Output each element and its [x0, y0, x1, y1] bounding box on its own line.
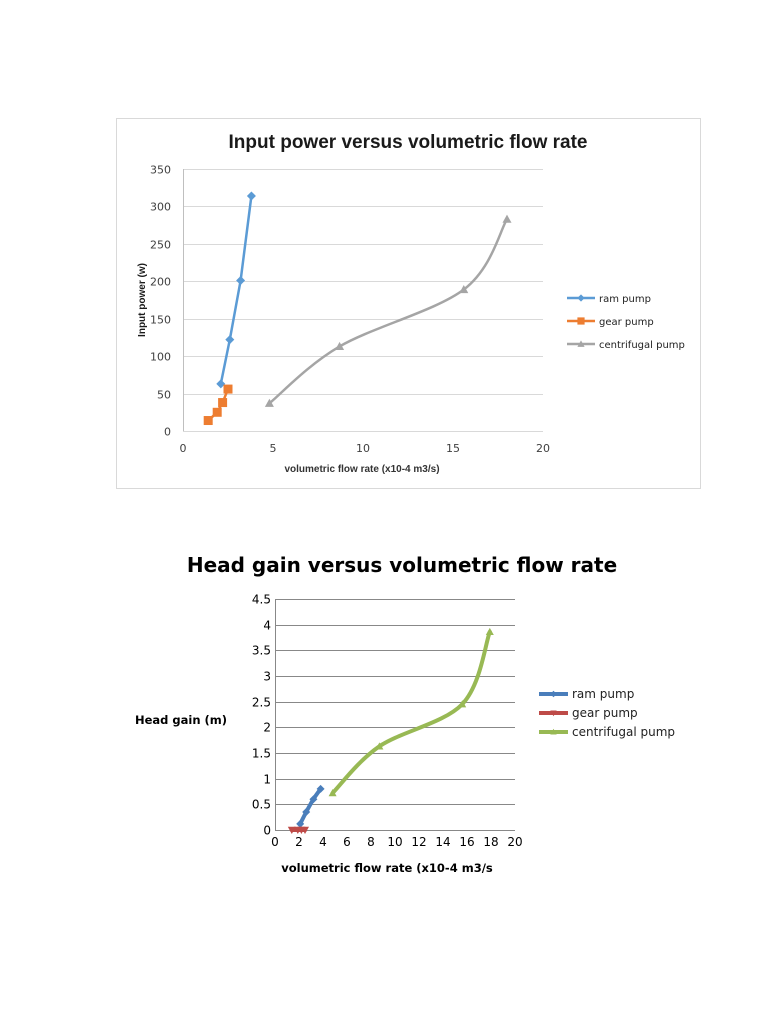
data-point-marker: [459, 285, 469, 294]
chart-frame: [116, 118, 701, 489]
y-tick-label: 200: [150, 276, 171, 289]
legend-label: ram pump: [599, 294, 651, 305]
data-point-marker: [335, 341, 345, 351]
x-axis-label: volumetric flow rate (x10-4 m3/s): [284, 464, 439, 475]
data-point-marker: [301, 826, 309, 834]
y-tick-label: 50: [157, 389, 171, 402]
data-point-marker: [485, 627, 494, 636]
x-tick-label: 6: [343, 835, 351, 849]
data-point-marker: [309, 795, 318, 804]
y-tick-label: 0: [263, 824, 271, 838]
y-tick-label: 350: [150, 164, 171, 177]
data-point-marker: [218, 398, 228, 408]
data-point-marker: [316, 784, 325, 793]
data-point-marker: [328, 789, 337, 797]
data-point-marker: [577, 294, 585, 302]
legend-label: gear pump: [599, 317, 654, 328]
x-tick-label: 0: [180, 442, 187, 455]
chart-head-gain: Head gain versus volumetric flow rate 00…: [135, 553, 675, 875]
data-point-marker: [577, 317, 585, 325]
x-tick-label: 15: [446, 442, 460, 455]
x-axis-label: volumetric flow rate (x10-4 m3/s: [281, 861, 493, 875]
x-tick-label: 16: [459, 835, 474, 849]
x-tick-label: 20: [536, 442, 550, 455]
chart-input-power: Input power versus volumetric flow rate …: [116, 118, 701, 489]
y-tick-label: 2.5: [252, 696, 271, 710]
legend-label: centrifugal pump: [599, 340, 685, 351]
data-point-marker: [550, 710, 557, 717]
y-tick-label: 250: [150, 239, 171, 252]
x-tick-label: 18: [483, 835, 498, 849]
chart-title: Head gain versus volumetric flow rate: [187, 553, 617, 577]
data-point-marker: [223, 384, 233, 394]
y-tick-label: 3.5: [252, 644, 271, 658]
data-point-marker: [212, 407, 222, 417]
data-point-marker: [203, 416, 213, 426]
data-point-marker: [216, 379, 226, 389]
data-point-marker: [287, 826, 296, 834]
x-tick-label: 5: [270, 442, 277, 455]
y-tick-label: 4: [263, 619, 271, 633]
y-axis-label: Input power (w): [137, 263, 148, 337]
y-tick-label: 100: [150, 351, 171, 364]
data-point-marker: [375, 742, 384, 750]
x-tick-label: 12: [411, 835, 426, 849]
x-tick-label: 4: [319, 835, 327, 849]
series-line-ram-pump: [298, 786, 323, 826]
x-tick-label: 8: [367, 835, 375, 849]
x-tick-label: 10: [356, 442, 370, 455]
series-line-centrifugal-pump: [268, 217, 509, 405]
legend-label: gear pump: [572, 706, 638, 720]
legend-label: centrifugal pump: [572, 725, 675, 739]
chart-title: Input power versus volumetric flow rate: [229, 132, 588, 153]
data-point-marker: [302, 808, 311, 817]
data-point-marker: [502, 214, 512, 223]
data-point-marker: [225, 335, 235, 345]
y-tick-label: 0: [164, 426, 171, 439]
y-axis-label: Head gain (m): [135, 713, 227, 727]
y-tick-label: 150: [150, 314, 171, 327]
x-tick-label: 20: [507, 835, 522, 849]
y-tick-label: 1.5: [252, 747, 271, 761]
data-point-marker: [458, 700, 467, 708]
series-line-centrifugal-pump: [330, 629, 492, 796]
y-tick-label: 4.5: [252, 593, 271, 607]
x-tick-label: 0: [271, 835, 279, 849]
data-point-marker: [577, 340, 585, 347]
data-point-marker: [296, 819, 305, 828]
x-tick-label: 10: [387, 835, 402, 849]
y-tick-label: 0.5: [252, 798, 271, 812]
series-line-ram-pump: [219, 194, 253, 386]
data-point-marker: [550, 728, 557, 735]
x-tick-label: 2: [295, 835, 303, 849]
y-tick-label: 1: [263, 773, 271, 787]
y-tick-label: 2: [263, 721, 271, 735]
y-tick-label: 300: [150, 201, 171, 214]
data-point-marker: [246, 191, 256, 201]
x-tick-label: 14: [435, 835, 450, 849]
data-point-marker: [550, 690, 557, 698]
data-point-marker: [264, 398, 274, 407]
legend-label: ram pump: [572, 687, 634, 701]
y-tick-label: 3: [263, 670, 271, 684]
data-point-marker: [236, 276, 246, 286]
